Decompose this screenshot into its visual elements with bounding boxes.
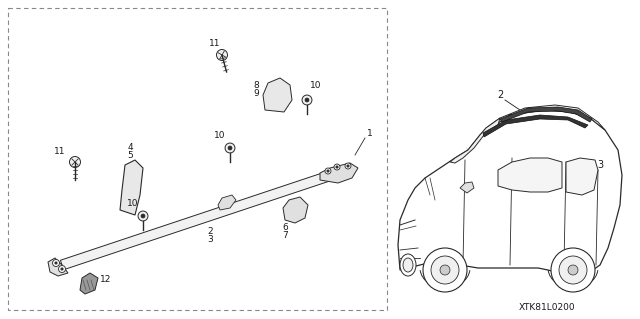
Text: 3: 3 [207,234,213,243]
Circle shape [423,248,467,292]
Text: 10: 10 [310,80,322,90]
Polygon shape [218,195,236,210]
Circle shape [228,146,232,150]
Circle shape [216,49,227,61]
Text: 11: 11 [54,147,66,157]
Circle shape [52,259,60,266]
Text: 10: 10 [127,199,139,209]
Polygon shape [398,110,622,275]
Text: 1: 1 [367,129,373,137]
Text: 10: 10 [214,130,226,139]
Circle shape [347,165,349,167]
Text: 6: 6 [282,224,288,233]
Text: 4: 4 [127,144,133,152]
Polygon shape [283,197,308,223]
Text: 8: 8 [253,80,259,90]
Circle shape [58,265,65,272]
Circle shape [431,256,459,284]
Circle shape [302,95,312,105]
Text: 3: 3 [597,160,603,170]
Polygon shape [500,107,592,122]
Polygon shape [483,115,588,137]
Circle shape [61,268,63,270]
Circle shape [138,211,148,221]
Circle shape [440,265,450,275]
Text: 2: 2 [497,90,503,100]
Text: XTK81L0200: XTK81L0200 [518,303,575,313]
Polygon shape [450,118,500,163]
Text: 7: 7 [282,232,288,241]
Circle shape [141,214,145,218]
Text: 2: 2 [207,227,213,236]
Polygon shape [320,163,358,183]
Text: 12: 12 [100,276,111,285]
Circle shape [334,164,340,170]
Polygon shape [263,78,292,112]
Text: 11: 11 [209,39,221,48]
Circle shape [55,262,57,264]
Polygon shape [460,182,474,193]
Circle shape [568,265,578,275]
Ellipse shape [400,254,416,276]
Circle shape [336,166,338,168]
Circle shape [345,163,351,169]
Polygon shape [80,273,98,294]
Circle shape [551,248,595,292]
Ellipse shape [403,258,413,272]
Text: 9: 9 [253,88,259,98]
Polygon shape [120,160,143,215]
Polygon shape [48,258,68,276]
Circle shape [225,143,235,153]
Polygon shape [480,105,605,135]
Bar [8,8,387,310]
Circle shape [325,168,331,174]
Polygon shape [60,168,340,270]
Circle shape [327,170,329,172]
Circle shape [70,157,81,167]
Polygon shape [498,158,562,192]
Circle shape [305,98,309,102]
Circle shape [559,256,587,284]
Text: 5: 5 [127,151,133,160]
Polygon shape [566,158,598,195]
